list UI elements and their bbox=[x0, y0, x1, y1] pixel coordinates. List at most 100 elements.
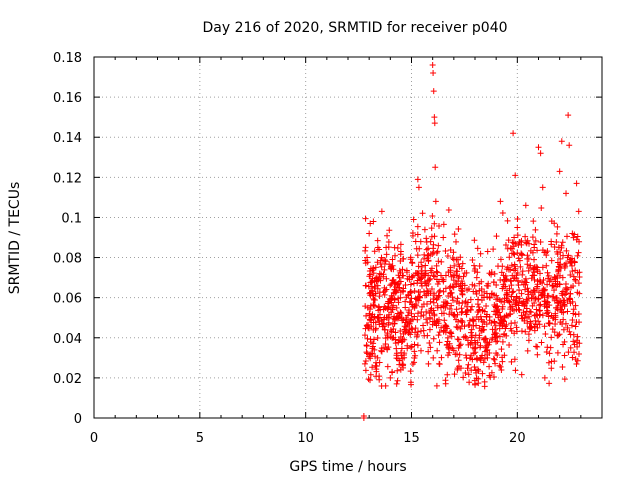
data-point bbox=[409, 316, 416, 323]
data-point bbox=[370, 218, 377, 225]
data-point bbox=[513, 294, 520, 301]
data-point bbox=[400, 330, 407, 337]
data-point bbox=[407, 344, 414, 351]
data-point bbox=[388, 328, 395, 335]
data-point bbox=[366, 290, 373, 297]
data-point bbox=[563, 233, 570, 240]
data-point bbox=[412, 295, 419, 302]
data-point bbox=[385, 238, 392, 245]
data-point bbox=[386, 261, 393, 268]
data-point bbox=[360, 412, 367, 419]
data-point bbox=[414, 223, 421, 230]
data-point bbox=[411, 341, 418, 348]
data-point bbox=[423, 287, 430, 294]
data-point bbox=[461, 323, 468, 330]
data-point bbox=[448, 330, 455, 337]
data-point bbox=[479, 370, 486, 377]
data-point bbox=[561, 352, 568, 359]
data-point bbox=[533, 285, 540, 292]
data-point bbox=[536, 312, 543, 319]
data-point bbox=[530, 218, 537, 225]
data-point bbox=[377, 257, 384, 264]
data-point bbox=[446, 329, 453, 336]
data-point bbox=[447, 290, 454, 297]
data-point bbox=[378, 254, 385, 261]
data-point bbox=[551, 358, 558, 365]
data-point bbox=[524, 261, 531, 268]
data-point bbox=[396, 313, 403, 320]
data-point bbox=[491, 319, 498, 326]
data-point bbox=[498, 298, 505, 305]
data-point bbox=[554, 273, 561, 280]
data-point bbox=[394, 377, 401, 384]
data-point bbox=[483, 282, 490, 289]
data-point bbox=[508, 358, 515, 365]
data-point bbox=[430, 272, 437, 279]
data-point bbox=[362, 303, 369, 310]
data-point bbox=[570, 273, 577, 280]
data-point bbox=[375, 307, 382, 314]
data-point bbox=[539, 280, 546, 287]
data-point bbox=[434, 248, 441, 255]
data-point bbox=[548, 334, 555, 341]
data-point bbox=[536, 302, 543, 309]
data-point bbox=[575, 350, 582, 357]
data-point bbox=[511, 251, 518, 258]
data-point bbox=[456, 351, 463, 358]
data-point bbox=[502, 283, 509, 290]
data-point bbox=[471, 363, 478, 370]
data-point bbox=[574, 233, 581, 240]
data-point bbox=[474, 269, 481, 276]
data-point bbox=[571, 231, 578, 238]
data-point bbox=[545, 320, 552, 327]
data-point bbox=[454, 366, 461, 373]
data-point bbox=[432, 164, 439, 171]
data-point bbox=[436, 339, 443, 346]
data-point bbox=[434, 269, 441, 276]
data-point bbox=[476, 325, 483, 332]
data-point bbox=[566, 295, 573, 302]
data-point bbox=[466, 379, 473, 386]
data-point bbox=[565, 112, 572, 119]
data-point bbox=[470, 317, 477, 324]
data-point bbox=[499, 306, 506, 313]
data-point bbox=[422, 267, 429, 274]
data-point bbox=[399, 317, 406, 324]
data-point bbox=[394, 367, 401, 374]
data-point bbox=[448, 302, 455, 309]
data-point bbox=[407, 254, 414, 261]
data-point bbox=[399, 266, 406, 273]
data-point bbox=[378, 348, 385, 355]
data-point bbox=[558, 138, 565, 145]
data-point bbox=[517, 263, 524, 270]
data-point bbox=[545, 272, 552, 279]
data-point bbox=[426, 315, 433, 322]
data-point bbox=[430, 88, 437, 95]
data-point bbox=[555, 244, 562, 251]
data-point bbox=[415, 184, 422, 191]
data-point bbox=[422, 262, 429, 269]
data-point bbox=[425, 245, 432, 252]
data-point bbox=[523, 305, 530, 312]
data-point bbox=[449, 254, 456, 261]
data-point bbox=[494, 338, 501, 345]
data-point bbox=[450, 277, 457, 284]
data-point bbox=[501, 299, 508, 306]
data-point bbox=[543, 262, 550, 269]
data-point bbox=[411, 348, 418, 355]
y-tick-label: 0.02 bbox=[53, 372, 82, 387]
data-point bbox=[457, 341, 464, 348]
data-point bbox=[447, 264, 454, 271]
data-point bbox=[569, 268, 576, 275]
data-point bbox=[459, 308, 466, 315]
data-point bbox=[515, 241, 522, 248]
data-point bbox=[413, 302, 420, 309]
data-point bbox=[420, 312, 427, 319]
data-point bbox=[433, 276, 440, 283]
data-point bbox=[392, 288, 399, 295]
data-point bbox=[434, 281, 441, 287]
data-point bbox=[382, 258, 389, 265]
y-axis-label: SRMTID / TECUs bbox=[7, 182, 23, 295]
data-point bbox=[417, 347, 424, 354]
x-tick-label: 10 bbox=[297, 431, 314, 446]
